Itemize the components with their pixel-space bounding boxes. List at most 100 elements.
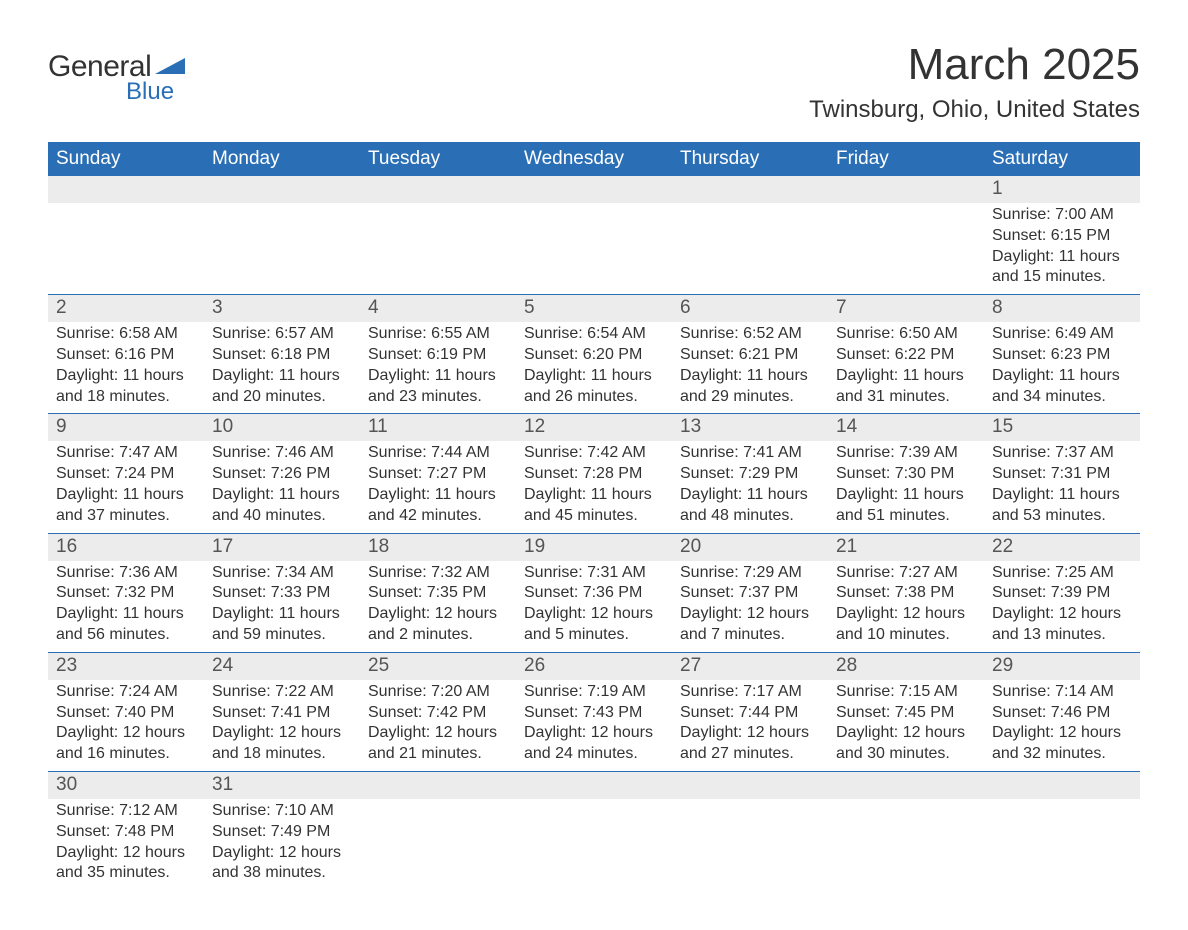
day-dl1: Daylight: 12 hours (524, 723, 664, 744)
day-cell (828, 772, 984, 890)
day-cell: 6Sunrise: 6:52 AMSunset: 6:21 PMDaylight… (672, 295, 828, 413)
day-cell: 23Sunrise: 7:24 AMSunset: 7:40 PMDayligh… (48, 653, 204, 771)
day-content: Sunrise: 7:14 AMSunset: 7:46 PMDaylight:… (984, 680, 1140, 771)
day-dl1: Daylight: 12 hours (56, 723, 196, 744)
day-content: Sunrise: 7:19 AMSunset: 7:43 PMDaylight:… (516, 680, 672, 771)
day-cell (516, 772, 672, 890)
empty-day-band (204, 176, 360, 203)
day-sunrise: Sunrise: 7:24 AM (56, 682, 196, 703)
day-number: 26 (516, 653, 672, 680)
day-dl1: Daylight: 12 hours (368, 723, 508, 744)
day-number: 29 (984, 653, 1140, 680)
day-sunset: Sunset: 6:22 PM (836, 345, 976, 366)
day-number: 28 (828, 653, 984, 680)
day-dl2: and 30 minutes. (836, 744, 976, 765)
day-sunset: Sunset: 7:38 PM (836, 583, 976, 604)
day-content: Sunrise: 7:20 AMSunset: 7:42 PMDaylight:… (360, 680, 516, 771)
weekday-header: Monday (204, 142, 360, 176)
day-dl2: and 20 minutes. (212, 387, 352, 408)
day-sunrise: Sunrise: 7:31 AM (524, 563, 664, 584)
day-sunrise: Sunrise: 7:46 AM (212, 443, 352, 464)
day-content: Sunrise: 7:36 AMSunset: 7:32 PMDaylight:… (48, 561, 204, 652)
day-dl2: and 18 minutes. (56, 387, 196, 408)
day-content: Sunrise: 7:44 AMSunset: 7:27 PMDaylight:… (360, 441, 516, 532)
day-sunset: Sunset: 7:37 PM (680, 583, 820, 604)
day-cell: 7Sunrise: 6:50 AMSunset: 6:22 PMDaylight… (828, 295, 984, 413)
day-dl2: and 37 minutes. (56, 506, 196, 527)
day-cell: 15Sunrise: 7:37 AMSunset: 7:31 PMDayligh… (984, 414, 1140, 532)
day-number: 17 (204, 534, 360, 561)
day-cell: 26Sunrise: 7:19 AMSunset: 7:43 PMDayligh… (516, 653, 672, 771)
weekday-header: Thursday (672, 142, 828, 176)
calendar: SundayMondayTuesdayWednesdayThursdayFrid… (48, 142, 1140, 890)
day-dl1: Daylight: 11 hours (992, 247, 1132, 268)
day-sunset: Sunset: 7:48 PM (56, 822, 196, 843)
day-number: 22 (984, 534, 1140, 561)
day-dl1: Daylight: 12 hours (992, 604, 1132, 625)
week-row: 30Sunrise: 7:12 AMSunset: 7:48 PMDayligh… (48, 771, 1140, 890)
day-cell: 21Sunrise: 7:27 AMSunset: 7:38 PMDayligh… (828, 534, 984, 652)
day-content: Sunrise: 7:12 AMSunset: 7:48 PMDaylight:… (48, 799, 204, 890)
day-sunset: Sunset: 6:23 PM (992, 345, 1132, 366)
day-number: 19 (516, 534, 672, 561)
day-sunrise: Sunrise: 7:15 AM (836, 682, 976, 703)
day-number: 20 (672, 534, 828, 561)
day-cell (984, 772, 1140, 890)
day-dl2: and 34 minutes. (992, 387, 1132, 408)
day-cell: 2Sunrise: 6:58 AMSunset: 6:16 PMDaylight… (48, 295, 204, 413)
day-number: 1 (984, 176, 1140, 203)
day-cell: 31Sunrise: 7:10 AMSunset: 7:49 PMDayligh… (204, 772, 360, 890)
day-dl1: Daylight: 11 hours (836, 366, 976, 387)
day-sunset: Sunset: 7:31 PM (992, 464, 1132, 485)
day-dl2: and 27 minutes. (680, 744, 820, 765)
day-dl1: Daylight: 12 hours (524, 604, 664, 625)
day-cell (360, 176, 516, 294)
day-dl2: and 35 minutes. (56, 863, 196, 884)
weekday-header-row: SundayMondayTuesdayWednesdayThursdayFrid… (48, 142, 1140, 176)
day-dl1: Daylight: 11 hours (56, 485, 196, 506)
day-dl1: Daylight: 11 hours (212, 366, 352, 387)
day-dl2: and 31 minutes. (836, 387, 976, 408)
day-content: Sunrise: 6:54 AMSunset: 6:20 PMDaylight:… (516, 322, 672, 413)
day-sunrise: Sunrise: 6:52 AM (680, 324, 820, 345)
weekday-header: Friday (828, 142, 984, 176)
day-content: Sunrise: 7:34 AMSunset: 7:33 PMDaylight:… (204, 561, 360, 652)
day-dl1: Daylight: 11 hours (368, 485, 508, 506)
day-dl2: and 18 minutes. (212, 744, 352, 765)
day-dl1: Daylight: 11 hours (992, 485, 1132, 506)
day-number: 2 (48, 295, 204, 322)
day-number: 12 (516, 414, 672, 441)
day-number: 24 (204, 653, 360, 680)
day-number: 13 (672, 414, 828, 441)
day-dl2: and 40 minutes. (212, 506, 352, 527)
day-content: Sunrise: 6:50 AMSunset: 6:22 PMDaylight:… (828, 322, 984, 413)
day-content: Sunrise: 6:52 AMSunset: 6:21 PMDaylight:… (672, 322, 828, 413)
day-cell: 19Sunrise: 7:31 AMSunset: 7:36 PMDayligh… (516, 534, 672, 652)
day-sunset: Sunset: 7:44 PM (680, 703, 820, 724)
day-sunrise: Sunrise: 7:44 AM (368, 443, 508, 464)
day-content: Sunrise: 7:31 AMSunset: 7:36 PMDaylight:… (516, 561, 672, 652)
day-dl2: and 16 minutes. (56, 744, 196, 765)
day-content: Sunrise: 7:25 AMSunset: 7:39 PMDaylight:… (984, 561, 1140, 652)
day-sunrise: Sunrise: 6:50 AM (836, 324, 976, 345)
day-cell (360, 772, 516, 890)
day-dl2: and 21 minutes. (368, 744, 508, 765)
day-dl2: and 51 minutes. (836, 506, 976, 527)
day-cell: 25Sunrise: 7:20 AMSunset: 7:42 PMDayligh… (360, 653, 516, 771)
day-content: Sunrise: 7:42 AMSunset: 7:28 PMDaylight:… (516, 441, 672, 532)
day-dl2: and 5 minutes. (524, 625, 664, 646)
day-dl1: Daylight: 11 hours (524, 366, 664, 387)
day-sunrise: Sunrise: 7:47 AM (56, 443, 196, 464)
day-sunrise: Sunrise: 7:42 AM (524, 443, 664, 464)
day-content: Sunrise: 7:10 AMSunset: 7:49 PMDaylight:… (204, 799, 360, 890)
empty-day-band (828, 772, 984, 799)
empty-day-band (360, 772, 516, 799)
day-sunrise: Sunrise: 7:32 AM (368, 563, 508, 584)
day-sunrise: Sunrise: 7:20 AM (368, 682, 508, 703)
day-number: 25 (360, 653, 516, 680)
week-row: 1Sunrise: 7:00 AMSunset: 6:15 PMDaylight… (48, 176, 1140, 294)
day-sunrise: Sunrise: 7:27 AM (836, 563, 976, 584)
day-cell: 27Sunrise: 7:17 AMSunset: 7:44 PMDayligh… (672, 653, 828, 771)
day-number: 27 (672, 653, 828, 680)
day-dl2: and 23 minutes. (368, 387, 508, 408)
